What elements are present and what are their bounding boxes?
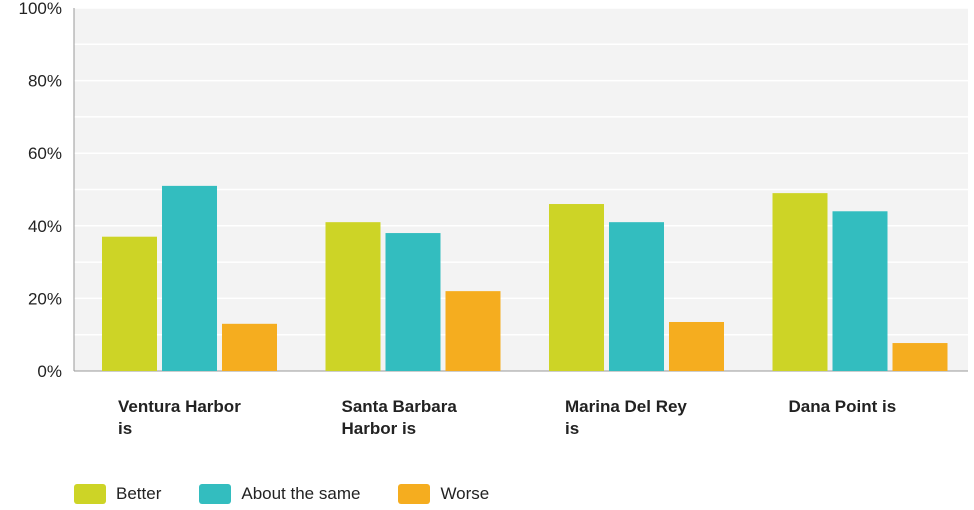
- y-tick-label: 20%: [28, 289, 62, 308]
- bar-worse: [892, 343, 948, 371]
- bar-better: [325, 222, 381, 371]
- legend: Better About the same Worse: [74, 484, 527, 504]
- bars: [102, 185, 948, 371]
- x-category-label: Santa Barbara: [342, 397, 458, 416]
- legend-label: Better: [116, 484, 162, 503]
- legend-label: Worse: [440, 484, 490, 503]
- bar-better: [102, 236, 157, 371]
- bar-worse: [445, 291, 501, 371]
- legend-item: About the same: [199, 484, 360, 504]
- legend-swatch: [199, 484, 232, 504]
- bar-better: [549, 204, 604, 371]
- bar-worse: [669, 321, 724, 371]
- y-tick-label: 40%: [28, 217, 62, 236]
- bar-about-the-same: [609, 222, 664, 371]
- y-tick-label: 60%: [28, 144, 62, 163]
- y-axis-ticks: 0% 20% 40% 60% 80% 100%: [19, 0, 62, 381]
- x-category-label: Dana Point is: [789, 397, 897, 416]
- y-tick-label: 80%: [28, 72, 62, 91]
- legend-swatch: [74, 484, 106, 504]
- legend-item: Better: [74, 484, 161, 504]
- legend-label: About the same: [241, 484, 361, 503]
- x-axis-categories: Ventura Harbor is Santa Barbara Harbor is Ma…: [118, 397, 896, 438]
- bar-about-the-same: [162, 185, 217, 371]
- bar-chart: 0% 20% 40% 60% 80% 100% Ventura Harbor is Santa…: [19, 0, 968, 438]
- bar-about-the-same: [832, 211, 888, 371]
- x-category-label: is: [118, 419, 132, 438]
- gridlines: [73, 7, 968, 372]
- bar-about-the-same: [385, 233, 441, 371]
- bar-worse: [222, 323, 277, 371]
- y-tick-label: 100%: [19, 0, 62, 18]
- x-category-label: Marina Del Rey: [565, 397, 687, 416]
- x-category-label: is: [565, 419, 579, 438]
- legend-item: Worse: [398, 484, 489, 504]
- x-category-label: Ventura Harbor: [118, 397, 241, 416]
- legend-swatch: [398, 484, 431, 504]
- bar-better: [772, 193, 828, 371]
- y-tick-label: 0%: [37, 362, 62, 381]
- x-category-label: Harbor is: [342, 419, 417, 438]
